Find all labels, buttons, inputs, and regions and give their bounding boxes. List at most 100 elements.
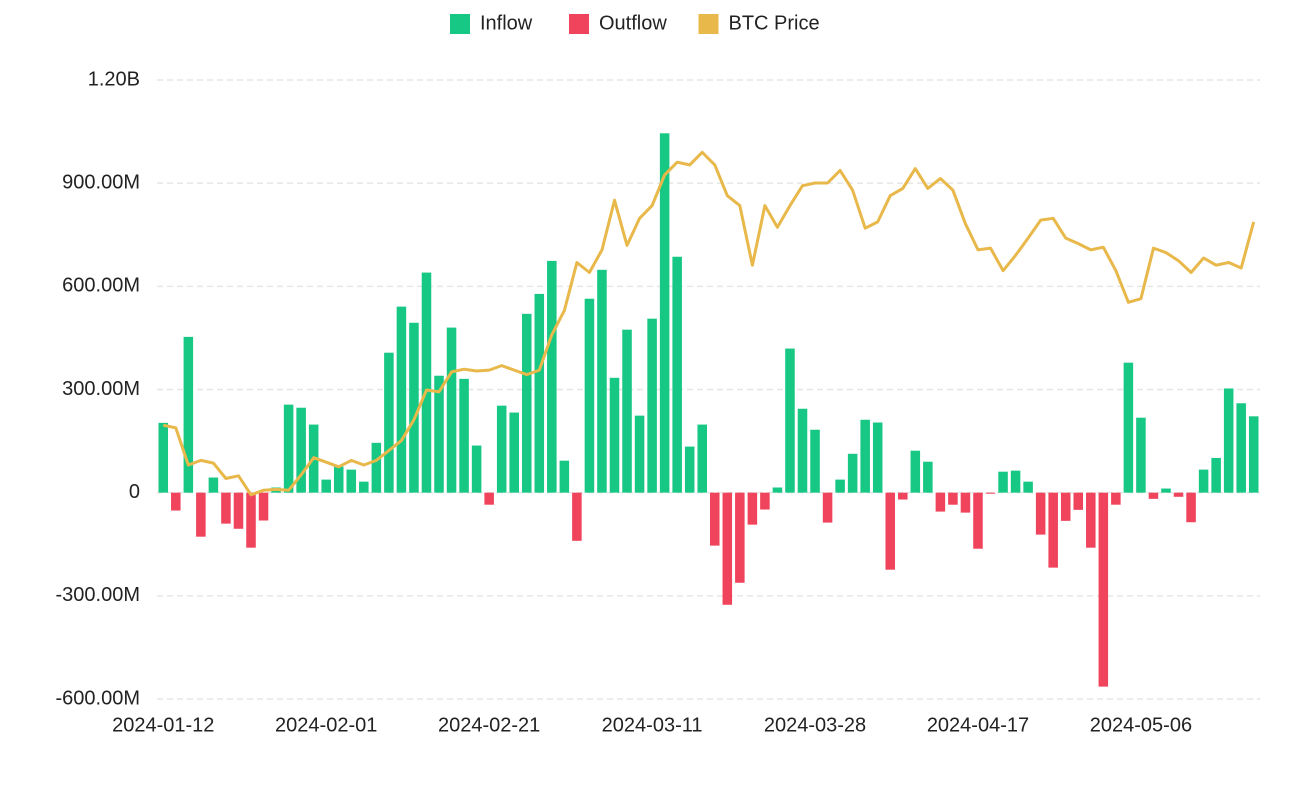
y-tick-label: 1.20B: [88, 68, 140, 90]
bar: [647, 318, 657, 493]
legend-label: Inflow: [480, 12, 533, 34]
bar: [785, 348, 795, 493]
price-line: [162, 150, 1256, 497]
bar: [935, 492, 946, 512]
bar: [797, 408, 808, 493]
bar: [710, 492, 720, 546]
bar: [672, 256, 682, 493]
x-tick-label: 2024-03-28: [764, 714, 866, 736]
bar: [835, 479, 845, 493]
bar: [973, 492, 983, 549]
x-tick-label: 2024-01-12: [112, 714, 214, 736]
bar: [1161, 488, 1171, 493]
bar: [171, 492, 181, 511]
bar: [747, 492, 758, 525]
bar: [246, 492, 256, 548]
y-tick-label: -300.00M: [56, 584, 141, 606]
bar: [208, 477, 219, 493]
bar: [898, 492, 908, 500]
x-tick-label: 2024-03-11: [602, 714, 703, 736]
bar: [1236, 403, 1246, 493]
bar: [1023, 481, 1033, 493]
bar: [521, 313, 532, 493]
bar: [572, 492, 582, 541]
bar: [1010, 470, 1021, 493]
bar: [1186, 492, 1196, 523]
bar: [258, 492, 269, 521]
bar: [872, 422, 883, 493]
y-tick-label: 0: [129, 481, 140, 503]
bar: [1248, 416, 1259, 493]
legend-swatch: [450, 14, 470, 34]
bar: [409, 322, 419, 493]
bar: [459, 378, 469, 493]
bar: [697, 424, 707, 493]
bar: [960, 492, 971, 513]
bar: [1060, 492, 1071, 521]
bar: [396, 306, 407, 493]
bar: [1173, 492, 1184, 497]
bar: [233, 492, 244, 529]
bar: [1073, 492, 1084, 510]
bar: [847, 453, 858, 493]
bar: [948, 492, 958, 505]
bar: [333, 466, 344, 493]
bar: [810, 429, 820, 493]
bar: [371, 442, 382, 493]
bar: [659, 133, 670, 493]
bar: [634, 415, 645, 493]
bar: [183, 336, 194, 493]
bar: [1035, 492, 1046, 535]
y-tick-label: -600.00M: [56, 687, 141, 709]
bar: [1048, 492, 1058, 568]
bar: [509, 412, 519, 493]
bar: [1198, 469, 1209, 493]
bar: [547, 260, 557, 493]
x-tick-label: 2024-02-01: [275, 714, 377, 736]
y-tick-label: 900.00M: [62, 171, 140, 193]
legend-swatch: [698, 14, 719, 34]
bar: [321, 479, 331, 493]
legend-swatch: [569, 14, 589, 34]
bar: [221, 492, 231, 524]
bar: [1098, 492, 1109, 687]
bar: [609, 377, 620, 493]
legend: Inflow Outflow BTC Price: [450, 12, 820, 34]
bar: [484, 492, 494, 505]
bar: [722, 492, 733, 605]
bar: [1086, 492, 1096, 548]
bar: [296, 407, 306, 493]
bar: [684, 446, 695, 493]
bar: [760, 492, 770, 510]
x-tick-label: 2024-05-06: [1090, 714, 1192, 736]
bar: [910, 450, 921, 493]
bar: [283, 404, 294, 493]
bar: [446, 327, 457, 493]
bar: [584, 298, 595, 493]
y-tick-label: 600.00M: [62, 275, 140, 297]
bar: [359, 481, 369, 493]
bar: [1223, 388, 1234, 493]
y-tick-label: 300.00M: [62, 378, 140, 400]
bar: [622, 329, 632, 493]
bar: [985, 492, 996, 494]
bar: [735, 492, 745, 583]
bar: [496, 405, 507, 493]
bar: [1148, 492, 1159, 499]
bar: [196, 492, 206, 537]
bar: [597, 269, 607, 493]
bar: [346, 469, 357, 493]
bar: [998, 471, 1008, 493]
bar: [860, 419, 870, 493]
bar: [1211, 457, 1221, 493]
bar: [1136, 417, 1146, 493]
x-tick-label: 2024-04-17: [927, 714, 1029, 736]
bar: [822, 492, 833, 523]
bar: [421, 272, 432, 493]
x-tick-label: 2024-02-21: [438, 714, 540, 736]
bar: [885, 492, 896, 570]
bar: [772, 487, 783, 493]
bar: [534, 293, 545, 493]
bar: [434, 375, 444, 493]
